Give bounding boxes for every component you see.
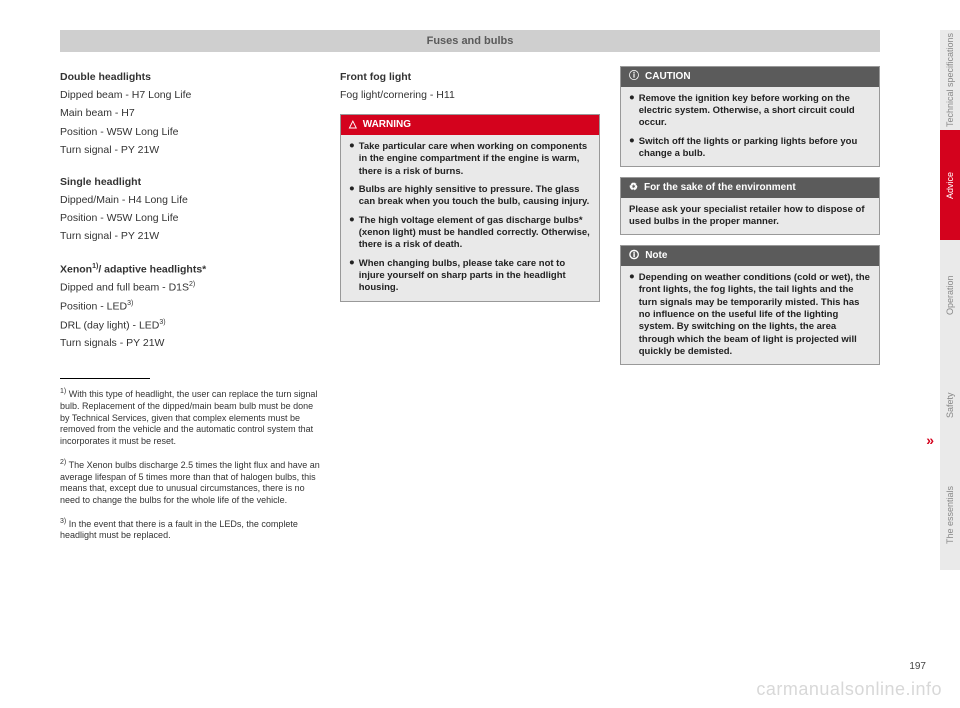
bullet: ●Depending on weather conditions (cold o… xyxy=(629,272,871,358)
bullet: ●When changing bulbs, please take care n… xyxy=(349,258,591,295)
spec-line: Position - LED3) xyxy=(60,299,320,314)
bullet: ●Take particular care when working on co… xyxy=(349,141,591,178)
heading-single-headlight: Single headlight xyxy=(60,175,320,189)
bullet-icon: ● xyxy=(629,272,635,358)
side-tabs: Technical specifications Advice Operatio… xyxy=(940,30,960,570)
note-title: Note xyxy=(645,249,667,263)
environment-box: ♻ For the sake of the environment Please… xyxy=(620,177,880,235)
caution-body: ●Remove the ignition key before working … xyxy=(621,87,879,167)
tab-advice[interactable]: Advice xyxy=(940,130,960,240)
spec-line: Dipped beam - H7 Long Life xyxy=(60,88,320,102)
bullet-icon: ● xyxy=(349,184,355,209)
warning-box: △ WARNING ●Take particular care when wor… xyxy=(340,114,600,301)
column-3: ⓘ CAUTION ●Remove the ignition key befor… xyxy=(620,66,880,552)
warning-icon: △ xyxy=(349,118,357,132)
tab-essentials[interactable]: The essentials xyxy=(940,460,960,570)
spec-line: Dipped/Main - H4 Long Life xyxy=(60,193,320,207)
caution-title: CAUTION xyxy=(645,70,691,84)
caution-icon: ⓘ xyxy=(629,70,639,84)
banner-title: Fuses and bulbs xyxy=(427,35,514,47)
spec-line: Main beam - H7 xyxy=(60,106,320,120)
caution-head: ⓘ CAUTION xyxy=(621,67,879,87)
page-content: Fuses and bulbs Double headlights Dipped… xyxy=(60,30,880,552)
bullet-icon: ● xyxy=(349,141,355,178)
recycle-icon: ♻ xyxy=(629,181,638,195)
columns: Double headlights Dipped beam - H7 Long … xyxy=(60,66,880,552)
heading-xenon: Xenon1)/ adaptive headlights* xyxy=(60,262,320,277)
column-1: Double headlights Dipped beam - H7 Long … xyxy=(60,66,320,552)
footnote-rule xyxy=(60,378,150,379)
section-banner: Fuses and bulbs xyxy=(60,30,880,52)
footnote: 3) In the event that there is a fault in… xyxy=(60,517,320,542)
bullet-icon: ● xyxy=(349,258,355,295)
continue-chevron-icon: » xyxy=(926,432,934,448)
spec-line: Turn signal - PY 21W xyxy=(60,229,320,243)
tab-technical-specifications[interactable]: Technical specifications xyxy=(940,30,960,130)
bullet: ●The high voltage element of gas dischar… xyxy=(349,215,591,252)
warning-body: ●Take particular care when working on co… xyxy=(341,135,599,301)
bullet: ●Switch off the lights or parking lights… xyxy=(629,136,871,161)
bullet-icon: ● xyxy=(629,136,635,161)
tab-operation[interactable]: Operation xyxy=(940,240,960,350)
column-2: Front fog light Fog light/cornering - H1… xyxy=(340,66,600,552)
footnote: 1) With this type of headlight, the user… xyxy=(60,387,320,447)
spec-line: Turn signals - PY 21W xyxy=(60,336,320,350)
spec-line: Position - W5W Long Life xyxy=(60,125,320,139)
note-box: 🛈 Note ●Depending on weather conditions … xyxy=(620,245,880,365)
caution-box: ⓘ CAUTION ●Remove the ignition key befor… xyxy=(620,66,880,167)
note-icon: 🛈 xyxy=(629,249,639,263)
spec-line: Position - W5W Long Life xyxy=(60,211,320,225)
bullet-icon: ● xyxy=(629,93,635,130)
spec-line: Fog light/cornering - H11 xyxy=(340,88,600,102)
bullet: ●Bulbs are highly sensitive to pressure.… xyxy=(349,184,591,209)
environment-body: Please ask your specialist retailer how … xyxy=(621,198,879,235)
heading-front-fog: Front fog light xyxy=(340,70,600,84)
page-number: 197 xyxy=(909,661,926,672)
spec-line: Dipped and full beam - D1S2) xyxy=(60,280,320,295)
bullet: ●Remove the ignition key before working … xyxy=(629,93,871,130)
spec-line: Turn signal - PY 21W xyxy=(60,143,320,157)
note-body: ●Depending on weather conditions (cold o… xyxy=(621,266,879,364)
warning-head: △ WARNING xyxy=(341,115,599,135)
footnote: 2) The Xenon bulbs discharge 2.5 times t… xyxy=(60,458,320,507)
environment-title: For the sake of the environment xyxy=(644,181,796,195)
watermark: carmanualsonline.info xyxy=(756,679,942,700)
tab-safety[interactable]: Safety xyxy=(940,350,960,460)
spec-line: DRL (day light) - LED3) xyxy=(60,318,320,333)
environment-head: ♻ For the sake of the environment xyxy=(621,178,879,198)
footnotes: 1) With this type of headlight, the user… xyxy=(60,378,320,542)
heading-double-headlights: Double headlights xyxy=(60,70,320,84)
warning-title: WARNING xyxy=(363,118,411,132)
bullet-icon: ● xyxy=(349,215,355,252)
note-head: 🛈 Note xyxy=(621,246,879,266)
